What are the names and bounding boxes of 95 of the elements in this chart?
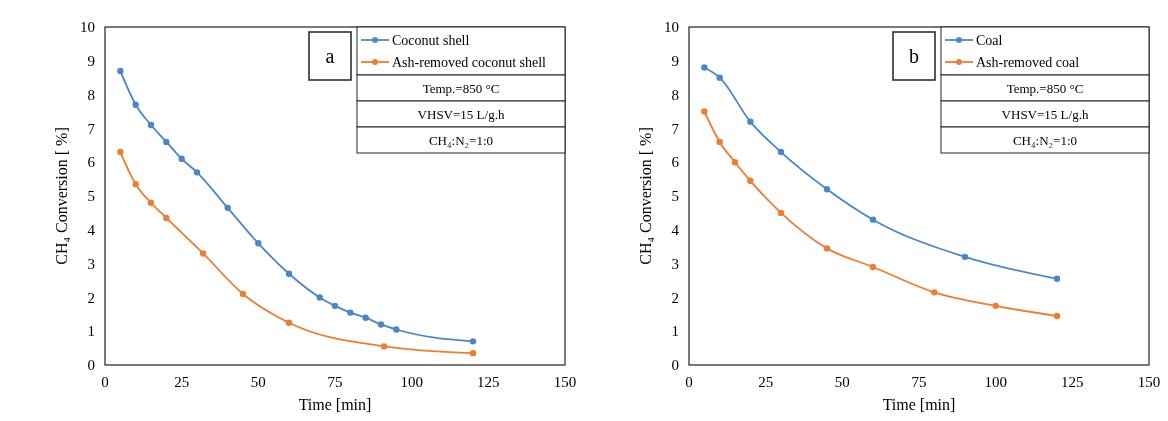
y-tick-label: 9	[671, 53, 679, 70]
annotation: VHSV=15 L/g.h	[1001, 106, 1089, 122]
point	[362, 314, 369, 321]
y-tick-label: 2	[87, 289, 95, 306]
y-tick-label: 4	[671, 222, 680, 239]
point	[823, 245, 831, 252]
legend-label: Coconut shell	[392, 32, 470, 48]
x-tick-label: 25	[758, 374, 774, 390]
y-tick-label: 6	[87, 154, 96, 171]
point	[117, 67, 124, 75]
x-axis-title: Time [min]	[882, 396, 956, 413]
point	[147, 121, 155, 129]
y-tick-label: 8	[671, 86, 679, 103]
point	[285, 270, 293, 277]
point	[823, 186, 831, 193]
y-tick-label: 1	[87, 323, 95, 340]
x-tick-label: 100	[984, 374, 1007, 390]
point	[716, 138, 723, 146]
point	[1053, 275, 1061, 283]
point	[199, 250, 207, 257]
point	[316, 294, 323, 301]
legend-label: Coal	[976, 32, 1003, 48]
legend-label: Ash-removed coal	[976, 54, 1080, 70]
point	[747, 177, 754, 184]
point	[469, 338, 477, 345]
y-tick-label: 10	[80, 19, 95, 36]
point	[224, 204, 231, 212]
point	[931, 289, 938, 296]
x-tick-label: 75	[327, 374, 343, 390]
annotation: Temp.=850 °C	[1006, 80, 1084, 96]
x-tick-label: 100	[400, 374, 423, 390]
point	[716, 74, 723, 81]
y-tick-label: 10	[664, 19, 679, 36]
point	[961, 253, 969, 261]
y-tick-label: 0	[671, 357, 679, 374]
point	[777, 148, 785, 156]
x-tick-label: 50	[250, 374, 266, 390]
y-tick-label: 4	[87, 222, 96, 239]
y-axis-title: CH₄ Conversion [ %]	[637, 127, 654, 265]
y-axis-title: CH₄ Conversion [ %]	[53, 127, 70, 265]
y-tick-label: 7	[671, 120, 680, 137]
x-tick-label: 125	[477, 374, 500, 390]
x-tick-label: 50	[834, 374, 850, 390]
annotation: CH₄:N₂=1:0	[1012, 132, 1078, 148]
point	[285, 319, 293, 326]
point	[239, 290, 247, 298]
y-tick-label: 3	[87, 255, 95, 272]
annotation: a	[325, 45, 335, 67]
x-tick-label: 0	[101, 374, 109, 390]
y-tick-label: 5	[87, 188, 95, 205]
x-axis-title: Time [min]	[298, 396, 372, 413]
point	[469, 349, 477, 357]
point	[193, 169, 201, 176]
point	[869, 216, 877, 223]
point	[132, 101, 139, 108]
y-tick-label: 8	[87, 86, 95, 103]
point	[147, 199, 155, 206]
point	[331, 302, 339, 310]
y-tick-label: 6	[671, 154, 680, 171]
x-tick-label: 0	[685, 374, 693, 390]
y-tick-label: 2	[671, 289, 679, 306]
x-tick-label: 150	[1137, 374, 1161, 390]
point	[117, 148, 124, 156]
point	[393, 326, 400, 333]
annotation: CH₄:N₂=1:0	[428, 132, 494, 148]
x-tick-label: 150	[553, 374, 577, 390]
point	[163, 214, 170, 222]
annotation: b	[909, 45, 919, 67]
point	[255, 240, 262, 247]
point	[132, 180, 139, 188]
y-tick-label: 3	[671, 255, 679, 272]
point	[747, 118, 754, 125]
point	[380, 343, 388, 350]
point	[1053, 312, 1061, 320]
point	[731, 159, 739, 166]
x-tick-label: 75	[911, 374, 927, 390]
point	[163, 138, 170, 146]
annotation: Temp.=850 °C	[422, 80, 500, 96]
point	[347, 309, 354, 316]
y-tick-label: 1	[671, 323, 679, 340]
legend-label: Ash-removed coconut shell	[392, 54, 547, 70]
y-tick-label: 7	[87, 120, 96, 137]
point	[701, 108, 708, 115]
annotation: VHSV=15 L/g.h	[417, 106, 505, 122]
point	[992, 302, 999, 310]
x-tick-label: 125	[1061, 374, 1084, 390]
y-tick-label: 0	[87, 357, 95, 374]
point	[701, 64, 708, 71]
point	[869, 263, 877, 271]
x-tick-label: 25	[174, 374, 190, 390]
point	[377, 321, 385, 328]
y-tick-label: 9	[87, 53, 95, 70]
point	[777, 209, 785, 217]
y-tick-label: 5	[671, 188, 679, 205]
point	[178, 155, 185, 163]
